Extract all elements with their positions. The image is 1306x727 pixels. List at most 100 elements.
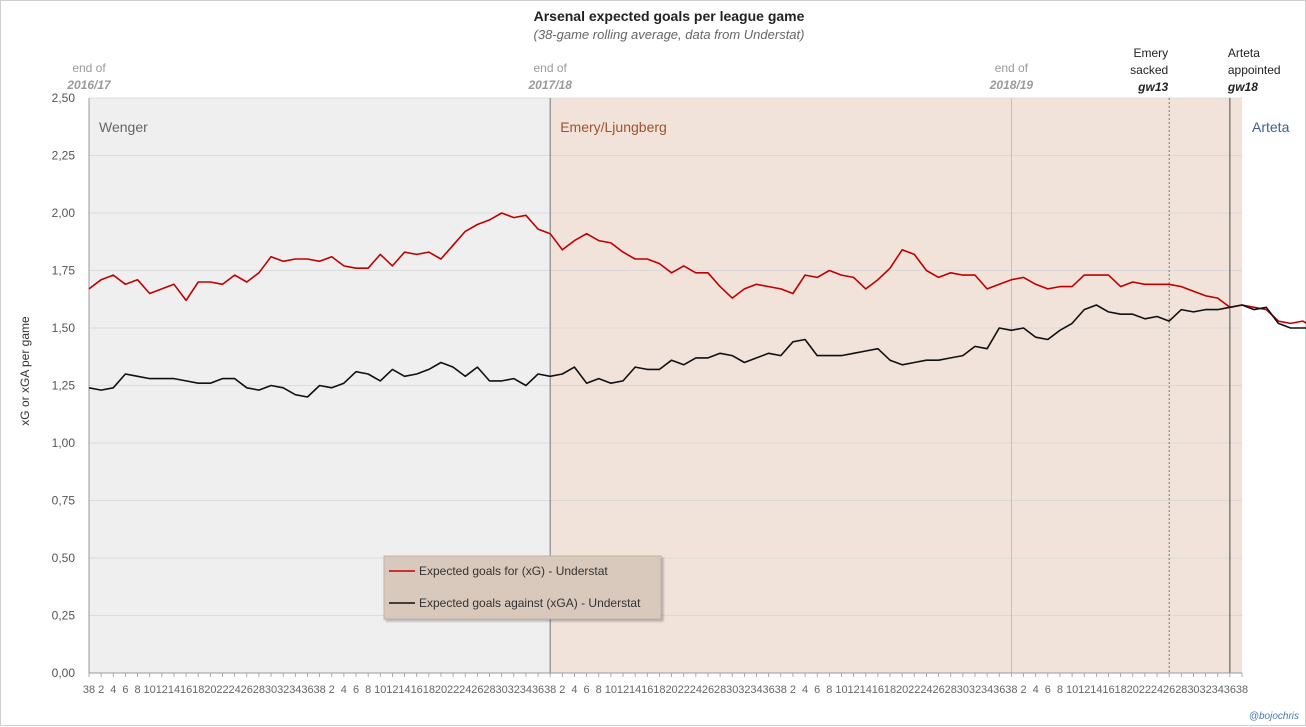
x-tick-68: 22 [908, 684, 920, 696]
series-xga-line [88, 304, 1306, 398]
x-tick-5: 10 [144, 684, 156, 696]
x-tick-13: 26 [241, 684, 253, 696]
x-tick-82: 12 [1078, 684, 1090, 696]
x-tick-95: 38 [1236, 684, 1248, 696]
axes [88, 98, 1242, 674]
x-tick-63: 12 [847, 684, 859, 696]
y-tick-8: 2,00 [52, 206, 76, 220]
x-tick-26: 14 [398, 684, 410, 696]
x-tick-76: 38 [1005, 684, 1017, 696]
x-tick-28: 18 [423, 684, 435, 696]
x-tick-16: 32 [277, 684, 289, 696]
legend-label-xga: Expected goals against (xGA) - Understat [419, 596, 641, 610]
x-tick-labels: 38 2 4 6 8 10 12 14 16 18 20 22 24 26 28 30 32 34 36 38 2 4 6 8… [83, 673, 1248, 696]
x-tick-47: 18 [653, 684, 665, 696]
x-tick-29: 20 [435, 684, 447, 696]
x-tick-14: 28 [253, 684, 265, 696]
season-endof-1: end of [534, 61, 568, 75]
legend-label-xg: Expected goals for (xG) - Understat [419, 564, 608, 578]
x-tick-78: 4 [1033, 684, 1039, 696]
region-label-0: Wenger [99, 119, 148, 135]
y-tick-10: 2,50 [52, 91, 76, 105]
y-tick-9: 2,25 [52, 149, 76, 163]
x-tick-48: 20 [665, 684, 677, 696]
x-tick-6: 12 [156, 684, 168, 696]
chart-subtitle: (38-game rolling average, data from Unde… [534, 27, 805, 42]
x-tick-31: 24 [459, 684, 471, 696]
x-tick-17: 34 [289, 684, 301, 696]
x-tick-25: 12 [386, 684, 398, 696]
event-gw-0: gw13 [1137, 80, 1168, 94]
x-tick-40: 4 [571, 684, 577, 696]
x-tick-9: 18 [192, 684, 204, 696]
x-tick-86: 20 [1127, 684, 1139, 696]
x-tick-60: 6 [814, 684, 820, 696]
season-label-0: 2016/17 [66, 78, 112, 92]
x-tick-1: 2 [98, 684, 104, 696]
series-xg-line [88, 212, 1306, 325]
x-tick-44: 12 [617, 684, 629, 696]
y-tick-7: 1,75 [52, 264, 76, 278]
x-tick-66: 18 [884, 684, 896, 696]
series-lines [88, 212, 1306, 398]
x-tick-70: 26 [932, 684, 944, 696]
x-tick-20: 2 [329, 684, 335, 696]
x-tick-50: 24 [690, 684, 702, 696]
region-labels: Wenger Emery/Ljungberg Arteta [99, 119, 1290, 135]
y-axis-label: xG or xGA per game [18, 316, 32, 426]
x-tick-54: 32 [738, 684, 750, 696]
legend: Expected goals for (xG) - Understat Expe… [383, 555, 662, 620]
x-tick-34: 30 [496, 684, 508, 696]
x-tick-49: 22 [678, 684, 690, 696]
x-tick-51: 26 [702, 684, 714, 696]
x-tick-21: 4 [341, 684, 347, 696]
season-endof-2: end of [995, 61, 1029, 75]
x-tick-46: 16 [641, 684, 653, 696]
x-tick-81: 10 [1066, 684, 1078, 696]
x-tick-27: 16 [411, 684, 423, 696]
x-tick-53: 30 [726, 684, 738, 696]
x-tick-58: 2 [790, 684, 796, 696]
x-tick-3: 6 [122, 684, 128, 696]
x-tick-30: 22 [447, 684, 459, 696]
credit-text: @bojochris [1249, 711, 1299, 722]
y-tick-labels: 0,00 0,25 0,50 0,75 1,00 1,25 1,50 1,75 2,00 2,25… [52, 91, 76, 680]
x-tick-93: 34 [1212, 684, 1224, 696]
x-tick-43: 10 [605, 684, 617, 696]
event-line1-0: Emery [1134, 46, 1169, 60]
x-tick-41: 6 [584, 684, 590, 696]
x-tick-18: 36 [301, 684, 313, 696]
region-label-2: Arteta [1252, 119, 1290, 135]
x-tick-83: 14 [1090, 684, 1102, 696]
event-line2-0: sacked [1130, 63, 1168, 77]
x-tick-10: 20 [204, 684, 216, 696]
x-tick-42: 8 [596, 684, 602, 696]
x-tick-55: 34 [750, 684, 762, 696]
x-tick-72: 30 [957, 684, 969, 696]
x-tick-92: 32 [1199, 684, 1211, 696]
x-tick-87: 22 [1139, 684, 1151, 696]
x-tick-8: 16 [180, 684, 192, 696]
x-tick-23: 8 [365, 684, 371, 696]
x-tick-35: 32 [508, 684, 520, 696]
x-tick-38: 38 [544, 684, 556, 696]
x-tick-24: 10 [374, 684, 386, 696]
x-tick-36: 34 [520, 684, 532, 696]
x-tick-90: 28 [1175, 684, 1187, 696]
y-tick-3: 0,75 [52, 494, 76, 508]
season-endof-0: end of [72, 61, 106, 75]
x-tick-94: 36 [1224, 684, 1236, 696]
x-tick-91: 30 [1187, 684, 1199, 696]
y-tick-1: 0,25 [52, 609, 76, 623]
x-tick-65: 16 [872, 684, 884, 696]
season-label-2: 2018/19 [989, 78, 1034, 92]
x-tick-22: 6 [353, 684, 359, 696]
x-tick-11: 22 [216, 684, 228, 696]
chart-title: Arsenal expected goals per league game [534, 8, 805, 24]
x-tick-32: 26 [471, 684, 483, 696]
x-tick-45: 14 [629, 684, 641, 696]
x-tick-71: 28 [945, 684, 957, 696]
x-tick-74: 34 [981, 684, 993, 696]
